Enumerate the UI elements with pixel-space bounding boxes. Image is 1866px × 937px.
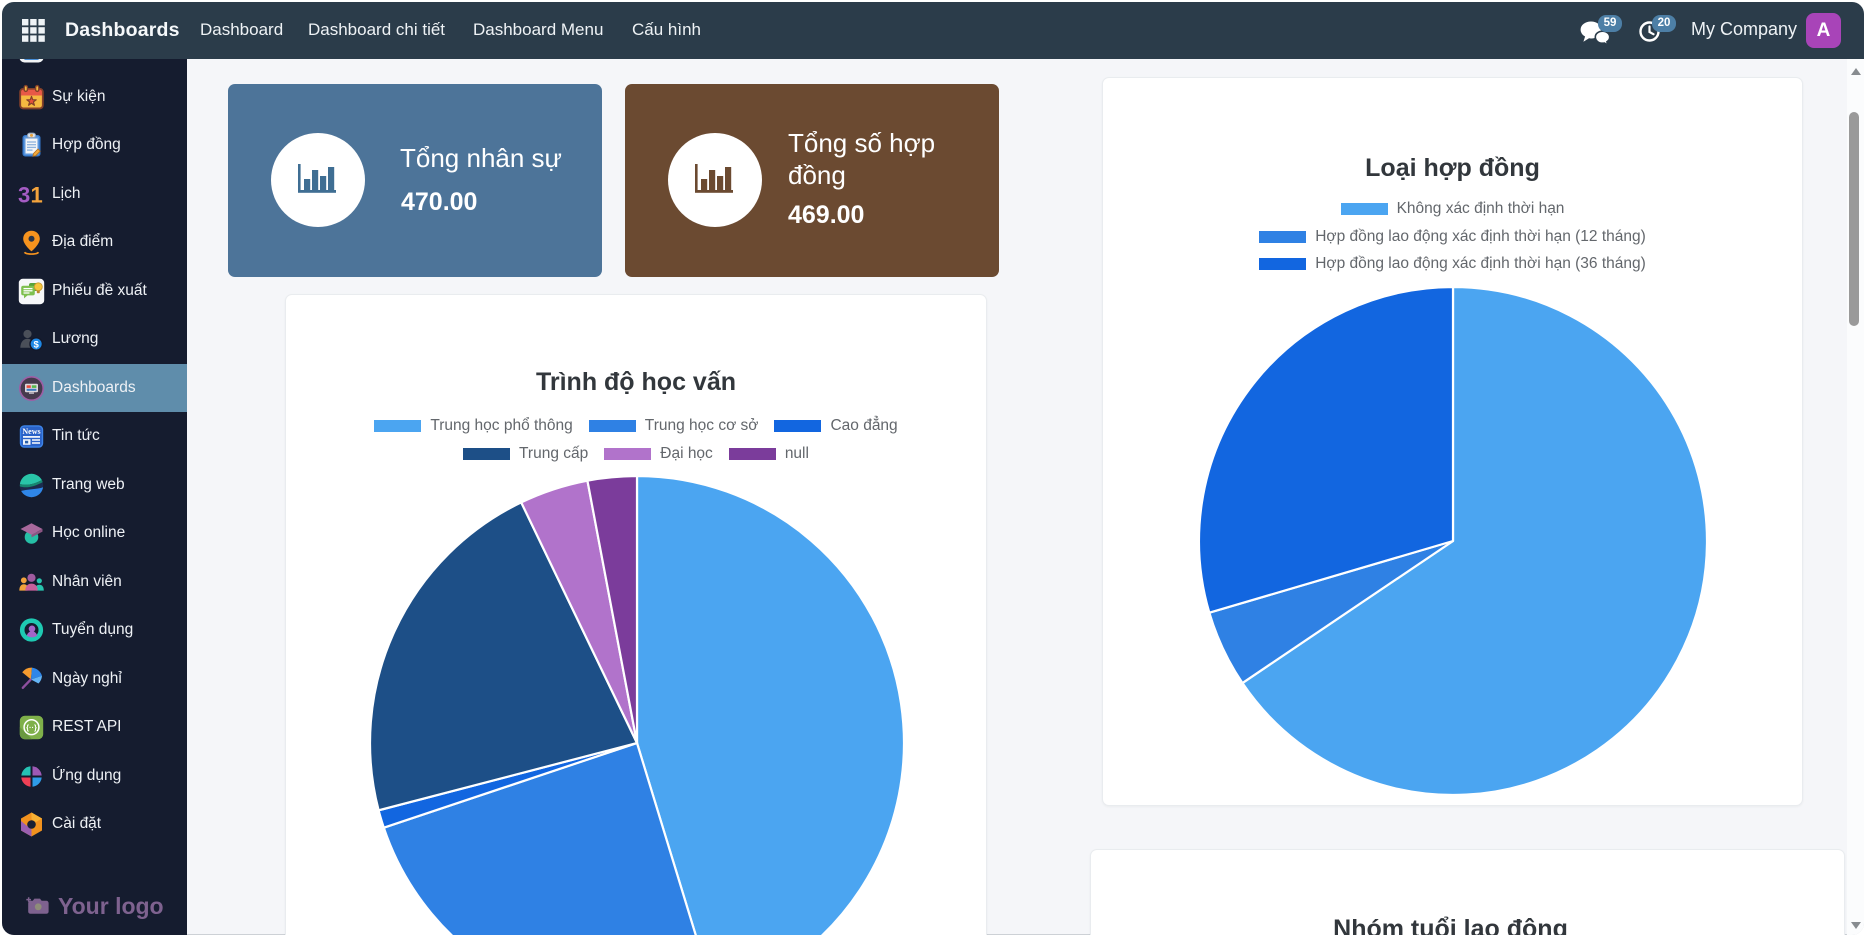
svg-text:{··}: {··} [26,723,37,732]
svg-text:$: $ [34,339,40,350]
svg-text:News: News [22,427,40,436]
svg-text:1: 1 [31,182,43,207]
svg-text:3: 3 [18,182,30,207]
